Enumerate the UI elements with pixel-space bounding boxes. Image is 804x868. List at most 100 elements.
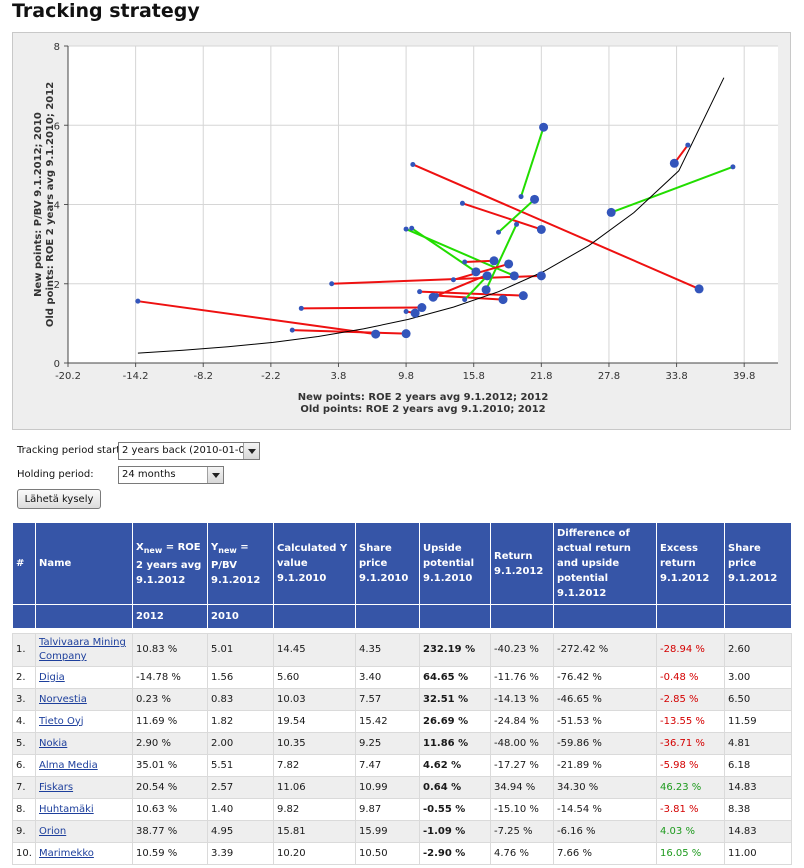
subheader-empty [35,604,133,629]
y-axis-title: New points: P/BV 9.1.2012; 2010 [33,112,44,297]
table-row: 3. Norvestia 0.23 % 0.83 10.03 7.57 32.51 % -14… [12,688,792,711]
cell-diff: -51.53 % [553,710,657,733]
subheader-empty [273,604,356,629]
company-link[interactable]: Huhtamäki [39,803,94,815]
page-title: Tracking strategy [12,0,200,22]
cell-return: -17.27 % [490,754,554,777]
new-point [371,329,381,339]
x-tick-label: 3.8 [331,371,347,382]
cell-num: 9. [12,820,36,843]
old-point [450,277,456,283]
cell-price: 15.99 [355,820,420,843]
company-link[interactable]: Fiskars [39,781,74,793]
old-point [417,289,423,295]
table-header-row: # Name Xnew = ROE 2 years avg 9.1.2012 Y… [12,522,792,605]
submit-query-button[interactable]: Lähetä kysely [17,489,101,509]
cell-calc: 10.20 [273,842,356,865]
cell-return: -48.00 % [490,732,554,755]
tracking-period-select[interactable]: 2 years back (2010-01-09) [118,442,260,460]
subheader-empty [553,604,657,629]
old-point [462,259,468,265]
cell-excess: -13.55 % [656,710,725,733]
cell-price: 10.50 [355,842,420,865]
cell-num: 7. [12,776,36,799]
tracking-period-label: Tracking period start: [17,445,124,456]
new-point [410,308,420,318]
cell-calc: 9.82 [273,798,356,821]
company-link[interactable]: Talvivaara Mining Company [39,637,126,662]
company-link[interactable]: Orion [39,825,67,837]
subheader-empty [490,604,554,629]
move-line [463,275,488,301]
col-header-return: Return 9.1.2012 [490,522,554,605]
cell-return: -40.23 % [490,633,554,667]
cell-num: 10. [12,842,36,865]
subheader-empty [419,604,491,629]
cell-price2: 11.59 [724,710,792,733]
company-link[interactable]: Marimekko [39,847,94,859]
move-line [610,165,734,214]
cell-x: 38.77 % [132,820,208,843]
cell-num: 5. [12,732,36,755]
cell-upside: 0.64 % [419,776,491,799]
new-point [481,285,491,295]
old-point [409,225,415,231]
cell-price2: 8.38 [724,798,792,821]
cell-excess: -28.94 % [656,633,725,667]
cell-calc: 5.60 [273,666,356,689]
new-point [536,224,546,234]
cell-name: Orion [35,820,133,843]
cell-excess: -2.85 % [656,688,725,711]
col-header-x: Xnew = ROE 2 years avg 9.1.2012 [132,522,208,605]
holding-period-select[interactable]: 24 months [118,466,224,484]
cell-upside: 64.65 % [419,666,491,689]
move-line [137,300,376,336]
cell-price: 9.25 [355,732,420,755]
old-point [459,200,465,206]
col-header-upside: Upside potential 9.1.2010 [419,522,491,605]
cell-price: 7.47 [355,754,420,777]
new-point [536,271,546,281]
move-line [331,274,542,285]
cell-excess: 4.03 % [656,820,725,843]
cell-name: Tieto Oyj [35,710,133,733]
company-link[interactable]: Tieto Oyj [39,715,84,727]
old-point [135,298,141,304]
new-point [539,122,549,132]
new-point [498,295,508,305]
col-header-y: Ynew = P/BV 9.1.2012 [207,522,274,605]
cell-num: 3. [12,688,36,711]
chevron-down-icon [243,443,259,459]
table-row: 2. Digia -14.78 % 1.56 5.60 3.40 64.65 % -11.76… [12,666,792,689]
cell-diff: 7.66 % [553,842,657,865]
cell-upside: 4.62 % [419,754,491,777]
cell-price: 15.42 [355,710,420,733]
cell-excess: 46.23 % [656,776,725,799]
cell-name: Digia [35,666,133,689]
cell-diff: -272.42 % [553,633,657,667]
subheader-empty [656,604,725,629]
old-point [462,297,468,303]
company-link[interactable]: Nokia [39,737,68,749]
table-spacer [12,628,792,634]
cell-diff: -59.86 % [553,732,657,755]
old-point [518,194,524,200]
old-point [403,226,409,232]
cell-return: -15.10 % [490,798,554,821]
cell-y: 1.82 [207,710,274,733]
col-header-num: # [12,522,36,605]
col-header-calc: Calculated Y value 9.1.2010 [273,522,356,605]
cell-name: Fiskars [35,776,133,799]
company-link[interactable]: Alma Media [39,759,98,771]
move-line [436,294,504,301]
cell-upside: -0.55 % [419,798,491,821]
cell-y: 5.51 [207,754,274,777]
cell-excess: -3.81 % [656,798,725,821]
company-link[interactable]: Norvestia [39,693,87,705]
cell-name: Huhtamäki [35,798,133,821]
cell-num: 2. [12,666,36,689]
company-link[interactable]: Digia [39,671,65,683]
x-tick-label: 39.8 [733,371,755,382]
col-header-excess: Excess return 9.1.2012 [656,522,725,605]
cell-y: 1.56 [207,666,274,689]
